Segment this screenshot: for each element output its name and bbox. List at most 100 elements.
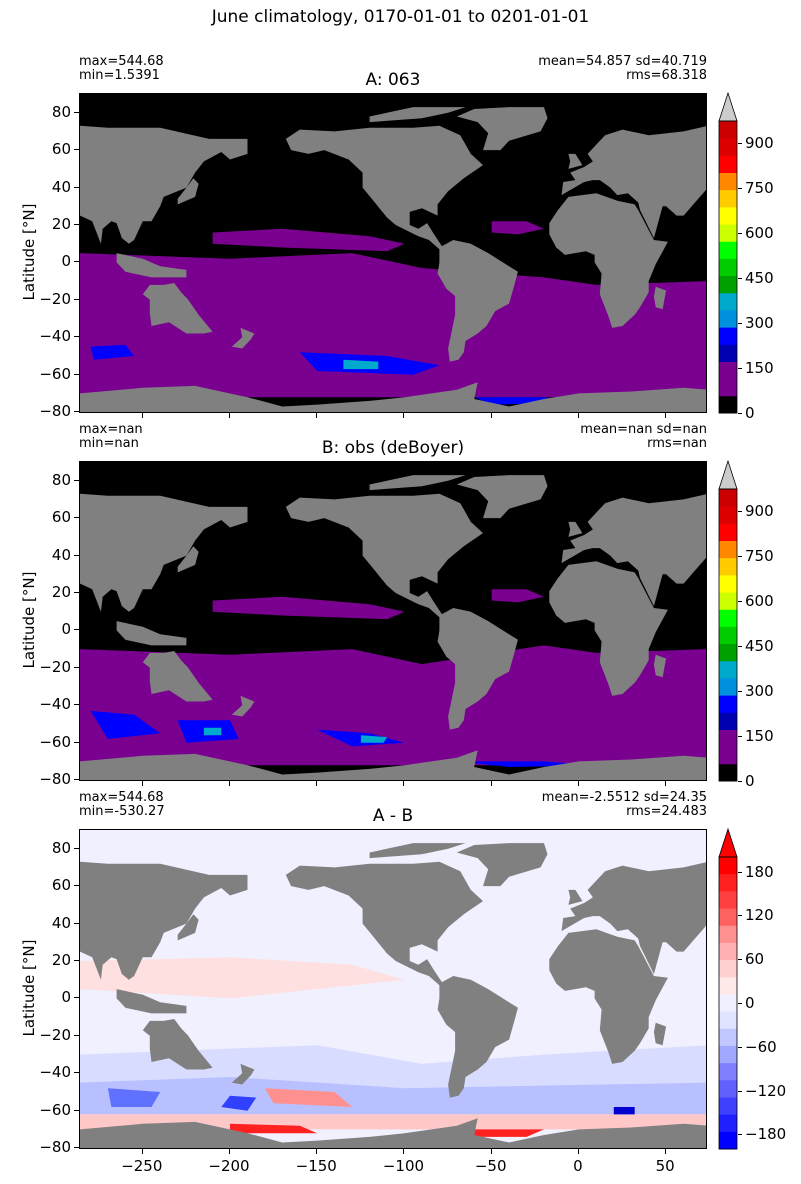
- colorbar-tick-mark: [738, 368, 742, 370]
- x-tick-label: 50: [655, 1157, 675, 1175]
- new-zealand-land: [231, 327, 255, 349]
- madagascar-land: [653, 286, 667, 310]
- x-tick-mark: [403, 413, 405, 418]
- x-tick-mark: [141, 781, 143, 786]
- colorbar-tick-label: 450: [745, 269, 774, 288]
- colorbar-segment: [719, 506, 737, 524]
- greenland-land: [456, 475, 548, 519]
- x-tick-mark: [141, 413, 143, 418]
- colorbar-segment: [719, 626, 737, 645]
- colorbar-segment: [719, 960, 737, 978]
- colorbar-tick-mark: [738, 959, 742, 961]
- y-tick-label: 0: [61, 620, 71, 639]
- colorbar-tick-mark: [738, 1046, 742, 1048]
- colorbar-segment: [719, 361, 737, 380]
- y-tick-mark: [74, 111, 79, 113]
- map-svg: [80, 462, 706, 780]
- x-tick-mark: [403, 1149, 405, 1154]
- new-zealand-land: [231, 1063, 255, 1085]
- colorbar-tick-label: 150: [745, 727, 774, 746]
- colorbar-tick-label: 180: [745, 862, 774, 881]
- x-tick-label: −50: [474, 1157, 507, 1175]
- south-america-land: [437, 976, 518, 1098]
- y-tick-label: 80: [51, 102, 71, 121]
- antarctica-land: [80, 382, 706, 412]
- asia-east-land: [80, 125, 248, 244]
- x-tick-mark: [577, 413, 579, 418]
- y-tick-label: −40: [39, 327, 71, 346]
- colorbar-segment: [719, 908, 737, 927]
- y-tick-label: 80: [51, 470, 71, 489]
- x-tick-mark: [490, 781, 492, 786]
- x-tick-label: −100: [382, 1157, 425, 1175]
- diff-patch: [107, 1088, 161, 1107]
- y-tick-mark: [74, 1109, 79, 1111]
- mld-deep-patch: [90, 344, 135, 360]
- mld-deeper-patch: [203, 727, 222, 736]
- colorbar-segment: [719, 309, 737, 328]
- south-america-land: [437, 608, 518, 730]
- colorbar-tick-label: −120: [745, 1081, 787, 1100]
- y-tick-label: 40: [51, 177, 71, 196]
- africa-land: [549, 561, 668, 696]
- y-tick-label: 20: [51, 214, 71, 233]
- colorbar-segment: [719, 1045, 737, 1064]
- mld-band-equatorial: [212, 596, 405, 620]
- map-plot-area: [79, 461, 707, 781]
- colorbar-segment: [719, 891, 737, 910]
- colorbar-segment: [719, 729, 737, 748]
- y-tick-label: 60: [51, 140, 71, 159]
- mld-deep-patch: [90, 710, 161, 739]
- y-tick-mark: [74, 704, 79, 706]
- colorbar-tick-label: 300: [745, 682, 774, 701]
- figure-title: June climatology, 0170-01-01 to 0201-01-…: [211, 7, 590, 27]
- colorbar-segment: [719, 857, 737, 875]
- asia-east-land: [80, 493, 248, 612]
- stats-right-rms: rms=68.318: [626, 68, 707, 83]
- x-tick-mark: [316, 1149, 318, 1154]
- y-tick-label: −80: [39, 770, 71, 789]
- colorbar-tick-label: 120: [745, 906, 774, 925]
- colorbar-segment: [719, 1097, 737, 1116]
- y-tick-mark: [74, 261, 79, 263]
- madagascar-land: [653, 1022, 667, 1046]
- x-tick-mark: [229, 1149, 231, 1154]
- colorbar-segment: [719, 660, 737, 679]
- australia-land: [142, 283, 213, 334]
- y-tick-label: 60: [51, 508, 71, 527]
- colorbar-segment: [719, 695, 737, 713]
- y-tick-mark: [74, 922, 79, 924]
- colorbar-tick-mark: [738, 323, 742, 325]
- y-tick-mark: [74, 517, 79, 519]
- colorbar-tick-label: 300: [745, 314, 774, 333]
- y-tick-mark: [74, 479, 79, 481]
- colorbar-segment: [719, 172, 737, 191]
- stats-left-max: max=544.68: [79, 790, 164, 805]
- colorbar-segment: [719, 395, 737, 414]
- stats-left-min: min=1.5391: [79, 68, 160, 83]
- y-tick-label: −40: [39, 695, 71, 714]
- eurasia-land: [561, 494, 706, 607]
- colorbar-tick-label: 150: [745, 359, 774, 378]
- colorbar-segment: [719, 189, 737, 208]
- colorbar-tick-mark: [738, 1003, 742, 1004]
- y-tick-label: 0: [61, 988, 71, 1007]
- diff-patch: [230, 1123, 318, 1134]
- colorbar-segment: [719, 712, 737, 730]
- colorbar-segment: [719, 1131, 737, 1150]
- x-tick-label: 0: [573, 1157, 583, 1175]
- colorbar-segment: [719, 523, 737, 542]
- colorbar-segment: [719, 609, 737, 627]
- madagascar-land: [653, 654, 667, 678]
- africa-land: [549, 193, 668, 328]
- colorbar-tick-mark: [738, 511, 742, 513]
- y-tick-label: −40: [39, 1063, 71, 1082]
- colorbar-tick-label: 750: [745, 179, 774, 198]
- colorbar-tick-mark: [738, 915, 742, 917]
- y-tick-mark: [74, 298, 79, 300]
- colorbar-segment: [719, 977, 737, 995]
- y-tick-mark: [74, 1147, 79, 1149]
- stats-right-rms: rms=nan: [647, 436, 707, 451]
- colorbar-segment: [719, 1063, 737, 1081]
- panel-title: A - B: [372, 806, 414, 826]
